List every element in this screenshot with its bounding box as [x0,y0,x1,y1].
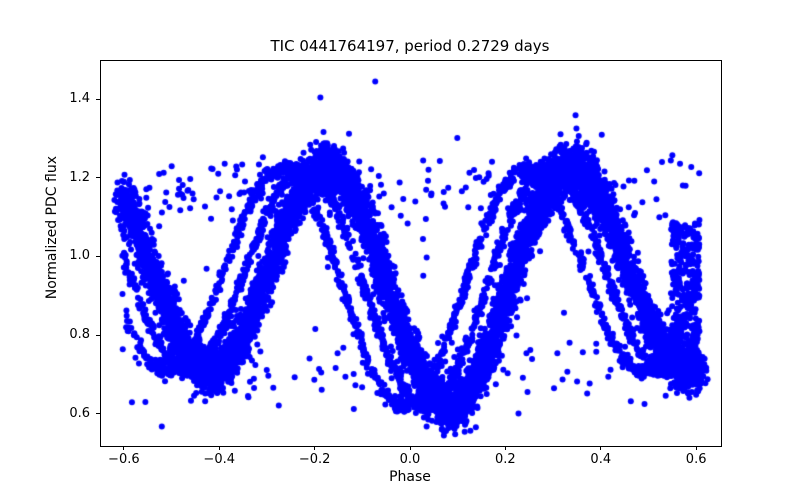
scatter-canvas [101,61,721,446]
x-tick-label: −0.6 [108,452,140,467]
y-tick-label: 1.2 [69,169,90,185]
x-tick-label: 0.2 [495,452,516,467]
x-tick-mark [314,446,316,450]
y-tick-mark [96,413,100,415]
x-axis-ticks: −0.6 −0.4 −0.2 0.0 0.2 0.4 0.6 [100,446,722,476]
x-tick-label: 0.6 [685,452,707,467]
x-tick-label: −0.4 [203,452,236,467]
y-tick-mark [96,98,100,100]
y-tick-mark [96,334,100,336]
x-tick-mark [504,446,506,450]
x-tick-label: −0.2 [298,452,331,467]
x-tick-mark [409,446,411,450]
y-axis-ticks: 0.6 0.8 1.0 1.2 1.4 [0,60,100,447]
x-tick-mark [123,446,125,450]
y-tick-label: 0.6 [69,405,90,421]
y-tick-label: 1.4 [69,91,90,107]
x-tick-label: 0.4 [590,452,612,467]
y-tick-mark [96,255,100,257]
y-tick-label: 1.0 [69,248,90,264]
plot-area [100,60,722,447]
x-axis-label: Phase [389,469,431,485]
x-tick-mark [218,446,220,450]
x-tick-mark [695,446,697,450]
y-tick-label: 0.8 [69,327,90,342]
chart-title: TIC 0441764197, period 0.2729 days [270,37,550,55]
x-tick-mark [600,446,602,450]
y-tick-mark [96,177,100,179]
x-tick-label: 0.0 [399,452,421,467]
